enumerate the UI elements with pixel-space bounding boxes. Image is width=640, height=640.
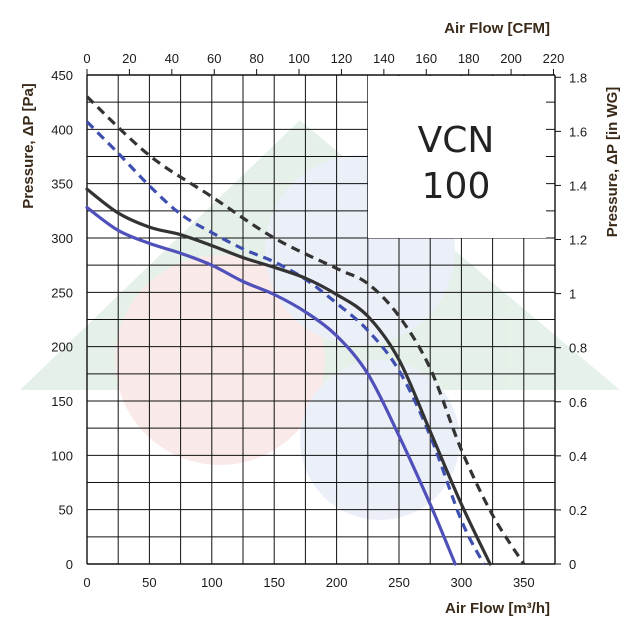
x-tick-label-top: 140 [373,51,395,66]
y-tick-label-left: 50 [59,503,73,518]
bottom-axis-title: Air Flow [m³/h] [445,600,550,617]
y-tick-label-left: 450 [51,68,73,83]
x-tick-label-top: 40 [165,51,179,66]
x-tick-label-top: 20 [122,51,136,66]
y-tick-label-right: 1.6 [569,124,587,139]
x-tick-label-bottom: 50 [142,575,156,590]
x-tick-label-top: 60 [207,51,221,66]
y-tick-label-left: 200 [51,340,73,355]
y-tick-label-right: 0 [569,557,576,572]
model-label-line-2: 100 [422,166,491,207]
x-tick-label-bottom: 250 [388,575,410,590]
x-tick-label-top: 100 [288,51,310,66]
x-tick-label-top: 180 [458,51,480,66]
y-tick-label-right: 0.2 [569,503,587,518]
y-tick-label-right: 0.8 [569,341,587,356]
x-tick-label-top: 220 [543,51,565,66]
left-axis-title: Pressure, ΔP [Pa] [20,83,37,209]
series-line-1 [85,95,526,565]
model-label-box [368,76,546,238]
y-tick-label-left: 100 [51,448,73,463]
y-tick-label-right: 1 [569,287,576,302]
y-tick-label-left: 350 [51,177,73,192]
series-line-4 [85,206,457,566]
x-tick-label-bottom: 150 [263,575,285,590]
series-line-3 [85,187,492,566]
y-tick-label-right: 1.2 [569,233,587,248]
y-tick-label-right: 0.4 [569,449,587,464]
y-tick-label-right: 0.6 [569,395,587,410]
y-tick-label-right: 1.8 [569,70,587,85]
x-tick-label-top: 160 [415,51,437,66]
y-tick-label-left: 400 [51,122,73,137]
y-tick-label-left: 0 [66,557,73,572]
x-tick-label-bottom: 350 [513,575,535,590]
right-axis-title: Pressure, ΔP [in WG] [604,87,621,238]
series-layer [85,95,526,566]
y-tick-label-left: 150 [51,394,73,409]
x-tick-label-top: 80 [249,51,263,66]
x-tick-label-bottom: 0 [83,575,90,590]
x-tick-label-bottom: 100 [201,575,223,590]
x-tick-label-top: 120 [331,51,353,66]
x-tick-label-top: 200 [500,51,522,66]
x-tick-label-top: 0 [83,51,90,66]
y-tick-label-right: 1.4 [569,178,587,193]
y-tick-label-left: 250 [51,285,73,300]
watermark-logo [20,120,620,520]
top-axis-title: Air Flow [CFM] [444,20,550,37]
x-tick-label-bottom: 300 [451,575,473,590]
y-tick-label-left: 300 [51,231,73,246]
x-tick-label-bottom: 200 [326,575,348,590]
model-label-line-1: VCN [418,120,495,161]
